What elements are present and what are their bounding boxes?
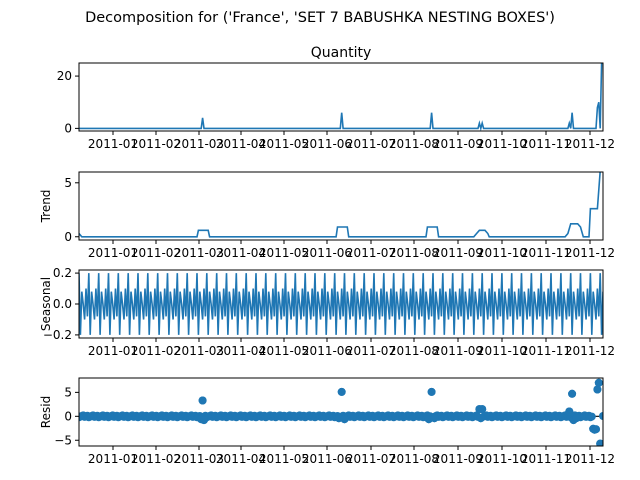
x-tick-label: 2011-02 [131, 452, 181, 466]
x-tick-label: 2011-05 [259, 137, 309, 151]
x-tick-label: 2011-03 [174, 452, 224, 466]
x-tick-label: 2011-11 [521, 246, 571, 260]
x-tick-label: 2011-11 [521, 137, 571, 151]
series-line [79, 63, 603, 131]
x-tick-label: 2011-06 [302, 452, 352, 466]
x-tick-label: 2011-12 [565, 452, 615, 466]
x-tick-label: 2011-03 [174, 246, 224, 260]
resid-point [594, 378, 603, 387]
x-tick-label: 2011-04 [216, 137, 266, 151]
x-tick-label: 2011-09 [433, 246, 483, 260]
y-tick-label: 0 [64, 121, 72, 135]
x-tick-label: 2011-10 [477, 452, 527, 466]
y-tick-label: −0.2 [43, 328, 72, 342]
x-tick-label: 2011-02 [131, 246, 181, 260]
y-tick-label: 20 [57, 69, 72, 83]
x-tick-label: 2011-07 [346, 452, 396, 466]
x-tick-label: 2011-10 [477, 246, 527, 260]
axes-frame [78, 62, 604, 132]
x-tick-label: 2011-08 [389, 246, 439, 260]
panel-2: Seasonal2011-012011-022011-032011-042011… [39, 266, 615, 358]
x-tick-label: 2011-09 [433, 137, 483, 151]
resid-point [430, 414, 439, 423]
x-tick-label: 2011-09 [433, 344, 483, 358]
resid-point [340, 415, 349, 424]
panel-1: Trend 2011-012011-022011-032011-042011-05… [39, 171, 615, 260]
y-tick-label: 5 [64, 176, 72, 190]
x-tick-label: 2011-05 [259, 344, 309, 358]
series-line [79, 273, 603, 335]
resid-point [476, 414, 485, 423]
x-tick-label: 2011-02 [131, 344, 181, 358]
resid-point [200, 416, 208, 425]
plot-area [79, 378, 603, 446]
y-axis-label: Trend [39, 190, 53, 224]
figure-suptitle: Decomposition for ('France', 'SET 7 BABU… [85, 10, 555, 26]
resid-point [599, 412, 603, 420]
x-tick-label: 2011-04 [216, 344, 266, 358]
x-tick-label: 2011-01 [88, 452, 138, 466]
y-axis-label: Resid [39, 396, 53, 428]
x-tick-label: 2011-10 [477, 137, 527, 151]
y-tick-label: 5 [64, 385, 72, 399]
plot-area [79, 63, 603, 131]
panel-3: Resid 2011-012011-022011-032011-042011-05… [39, 377, 615, 466]
resid-point [568, 389, 577, 398]
x-tick-label: 2011-07 [346, 137, 396, 151]
panels-group: Quantity2011-012011-022011-032011-042011… [39, 45, 615, 466]
x-tick-label: 2011-08 [389, 344, 439, 358]
x-tick-label: 2011-03 [174, 344, 224, 358]
resid-point [593, 385, 602, 394]
resid-point [198, 396, 207, 405]
x-tick-label: 2011-01 [88, 344, 138, 358]
x-tick-label: 2011-06 [302, 344, 352, 358]
x-tick-label: 2011-06 [302, 246, 352, 260]
x-tick-label: 2011-09 [433, 452, 483, 466]
plot-area [79, 172, 601, 238]
x-tick-label: 2011-06 [302, 137, 352, 151]
resid-point [597, 440, 603, 446]
y-tick-label: 0.2 [53, 266, 72, 280]
x-tick-label: 2011-11 [521, 452, 571, 466]
resid-point [587, 412, 596, 421]
axes-frame [78, 171, 604, 241]
x-tick-label: 2011-07 [346, 246, 396, 260]
resid-point [478, 405, 487, 414]
y-tick-label: 0 [64, 230, 72, 244]
resid-point [427, 387, 436, 396]
y-axis-label: Seasonal [39, 277, 53, 331]
x-tick-label: 2011-02 [131, 137, 181, 151]
x-tick-label: 2011-04 [216, 246, 266, 260]
x-tick-label: 2011-10 [477, 344, 527, 358]
axes-frame [78, 377, 604, 447]
y-tick-label: 0.0 [53, 297, 72, 311]
y-tick-label: −5 [54, 433, 72, 447]
x-tick-label: 2011-12 [565, 137, 615, 151]
x-tick-label: 2011-12 [565, 246, 615, 260]
resid-point [565, 407, 574, 416]
y-tick-label: 0 [64, 409, 72, 423]
plot-area [79, 273, 603, 335]
x-tick-label: 2011-05 [259, 452, 309, 466]
panel-0: Quantity2011-012011-022011-032011-042011… [57, 45, 615, 151]
resid-point [337, 387, 346, 396]
x-tick-label: 2011-07 [346, 344, 396, 358]
x-tick-label: 2011-08 [389, 137, 439, 151]
x-tick-label: 2011-03 [174, 137, 224, 151]
series-line [79, 172, 601, 238]
x-tick-label: 2011-12 [565, 344, 615, 358]
x-tick-label: 2011-05 [259, 246, 309, 260]
x-tick-label: 2011-04 [216, 452, 266, 466]
resid-point [592, 425, 600, 434]
x-tick-label: 2011-08 [389, 452, 439, 466]
x-tick-label: 2011-11 [521, 344, 571, 358]
resid-point [572, 414, 581, 423]
x-tick-label: 2011-01 [88, 246, 138, 260]
panel-title: Quantity [311, 45, 372, 61]
x-tick-label: 2011-01 [88, 137, 138, 151]
